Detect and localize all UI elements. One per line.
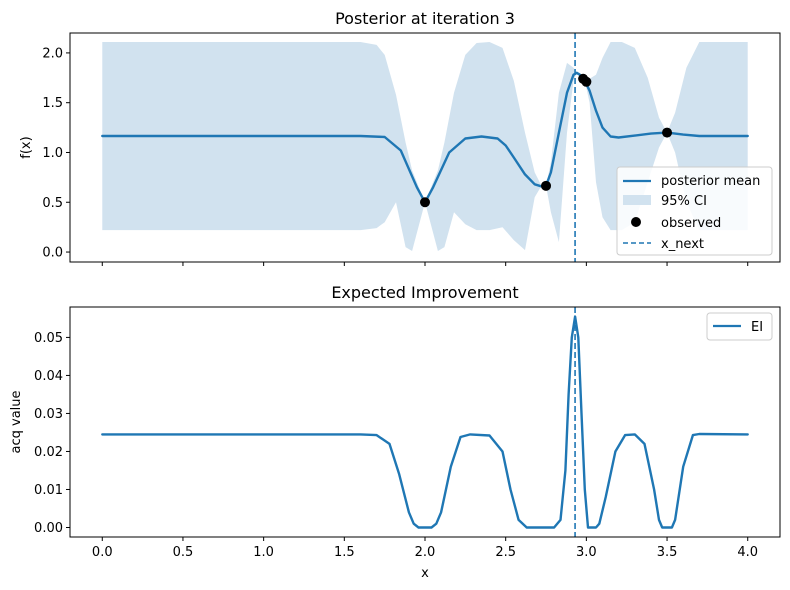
posterior-legend: posterior mean 95% CI observed x_next <box>616 166 773 256</box>
ei-panel: 0.0 0.5 1.0 1.5 2.0 2.5 3.0 3.5 4.0 0.00 0.01 0.02… <box>9 283 781 581</box>
y-tick-label: 0.01 <box>34 483 63 498</box>
y-tick-label: 0.00 <box>34 521 63 536</box>
y-tick-label: 2.0 <box>42 46 63 61</box>
y-tick-label: 0.03 <box>34 407 63 422</box>
y-tick-label: 0.02 <box>34 445 63 460</box>
ci-band <box>102 42 748 251</box>
ei-xlabel: x <box>421 566 429 581</box>
ei-ylabel: acq value <box>9 390 24 453</box>
ei-legend: EI <box>706 312 773 341</box>
posterior-lines-group <box>101 71 749 204</box>
legend-ei-label: EI <box>751 320 763 335</box>
x-tick-label: 3.5 <box>657 545 678 560</box>
y-tick-label: 0.5 <box>42 196 63 211</box>
observed-point <box>420 197 430 208</box>
posterior-x-ticks <box>101 262 749 266</box>
ei-lines-group <box>101 315 749 529</box>
x-tick-label: 2.0 <box>415 545 436 560</box>
legend-observed-swatch <box>631 217 641 227</box>
x-tick-label: 2.5 <box>495 545 516 560</box>
x-tick-label: 0.0 <box>92 545 113 560</box>
ei-axes-frame <box>69 306 781 538</box>
posterior-title: Posterior at iteration 3 <box>335 9 515 28</box>
posterior-y-ticks: 0.0 0.5 1.0 1.5 2.0 <box>42 46 70 261</box>
observed-point <box>581 76 592 87</box>
posterior-mean-line <box>101 71 749 204</box>
ei-line <box>101 315 749 529</box>
y-tick-label: 1.0 <box>42 146 63 161</box>
x-tick-label: 1.0 <box>253 545 274 560</box>
y-tick-label: 0.0 <box>42 246 63 261</box>
x-tick-label: 1.5 <box>334 545 355 560</box>
observed-point <box>662 127 673 138</box>
x-tick-label: 0.5 <box>173 545 194 560</box>
ei-title: Expected Improvement <box>331 283 518 302</box>
ei-y-ticks: 0.00 0.01 0.02 0.03 0.04 0.05 <box>34 331 70 536</box>
y-tick-label: 0.04 <box>34 369 63 384</box>
posterior-panel: 0.0 0.5 1.0 1.5 2.0 Posterior at iteration 3… <box>19 9 781 266</box>
ei-x-ticks: 0.0 0.5 1.0 1.5 2.0 2.5 3.0 3.5 4.0 <box>92 537 758 560</box>
y-tick-label: 1.5 <box>42 96 63 111</box>
posterior-legend-box <box>616 166 773 256</box>
legend-observed-label: observed <box>661 216 721 231</box>
legend-x-next-label: x_next <box>661 237 704 252</box>
y-tick-label: 0.05 <box>34 331 63 346</box>
legend-ci-swatch <box>623 195 651 205</box>
x-tick-label: 3.0 <box>576 545 597 560</box>
legend-posterior-mean-label: posterior mean <box>661 174 760 189</box>
observed-point <box>541 180 552 191</box>
posterior-ylabel: f(x) <box>19 136 34 158</box>
x-tick-label: 4.0 <box>737 545 758 560</box>
observed-points-group <box>420 73 673 208</box>
legend-ci-label: 95% CI <box>661 194 707 209</box>
ci-band-group <box>102 42 748 251</box>
